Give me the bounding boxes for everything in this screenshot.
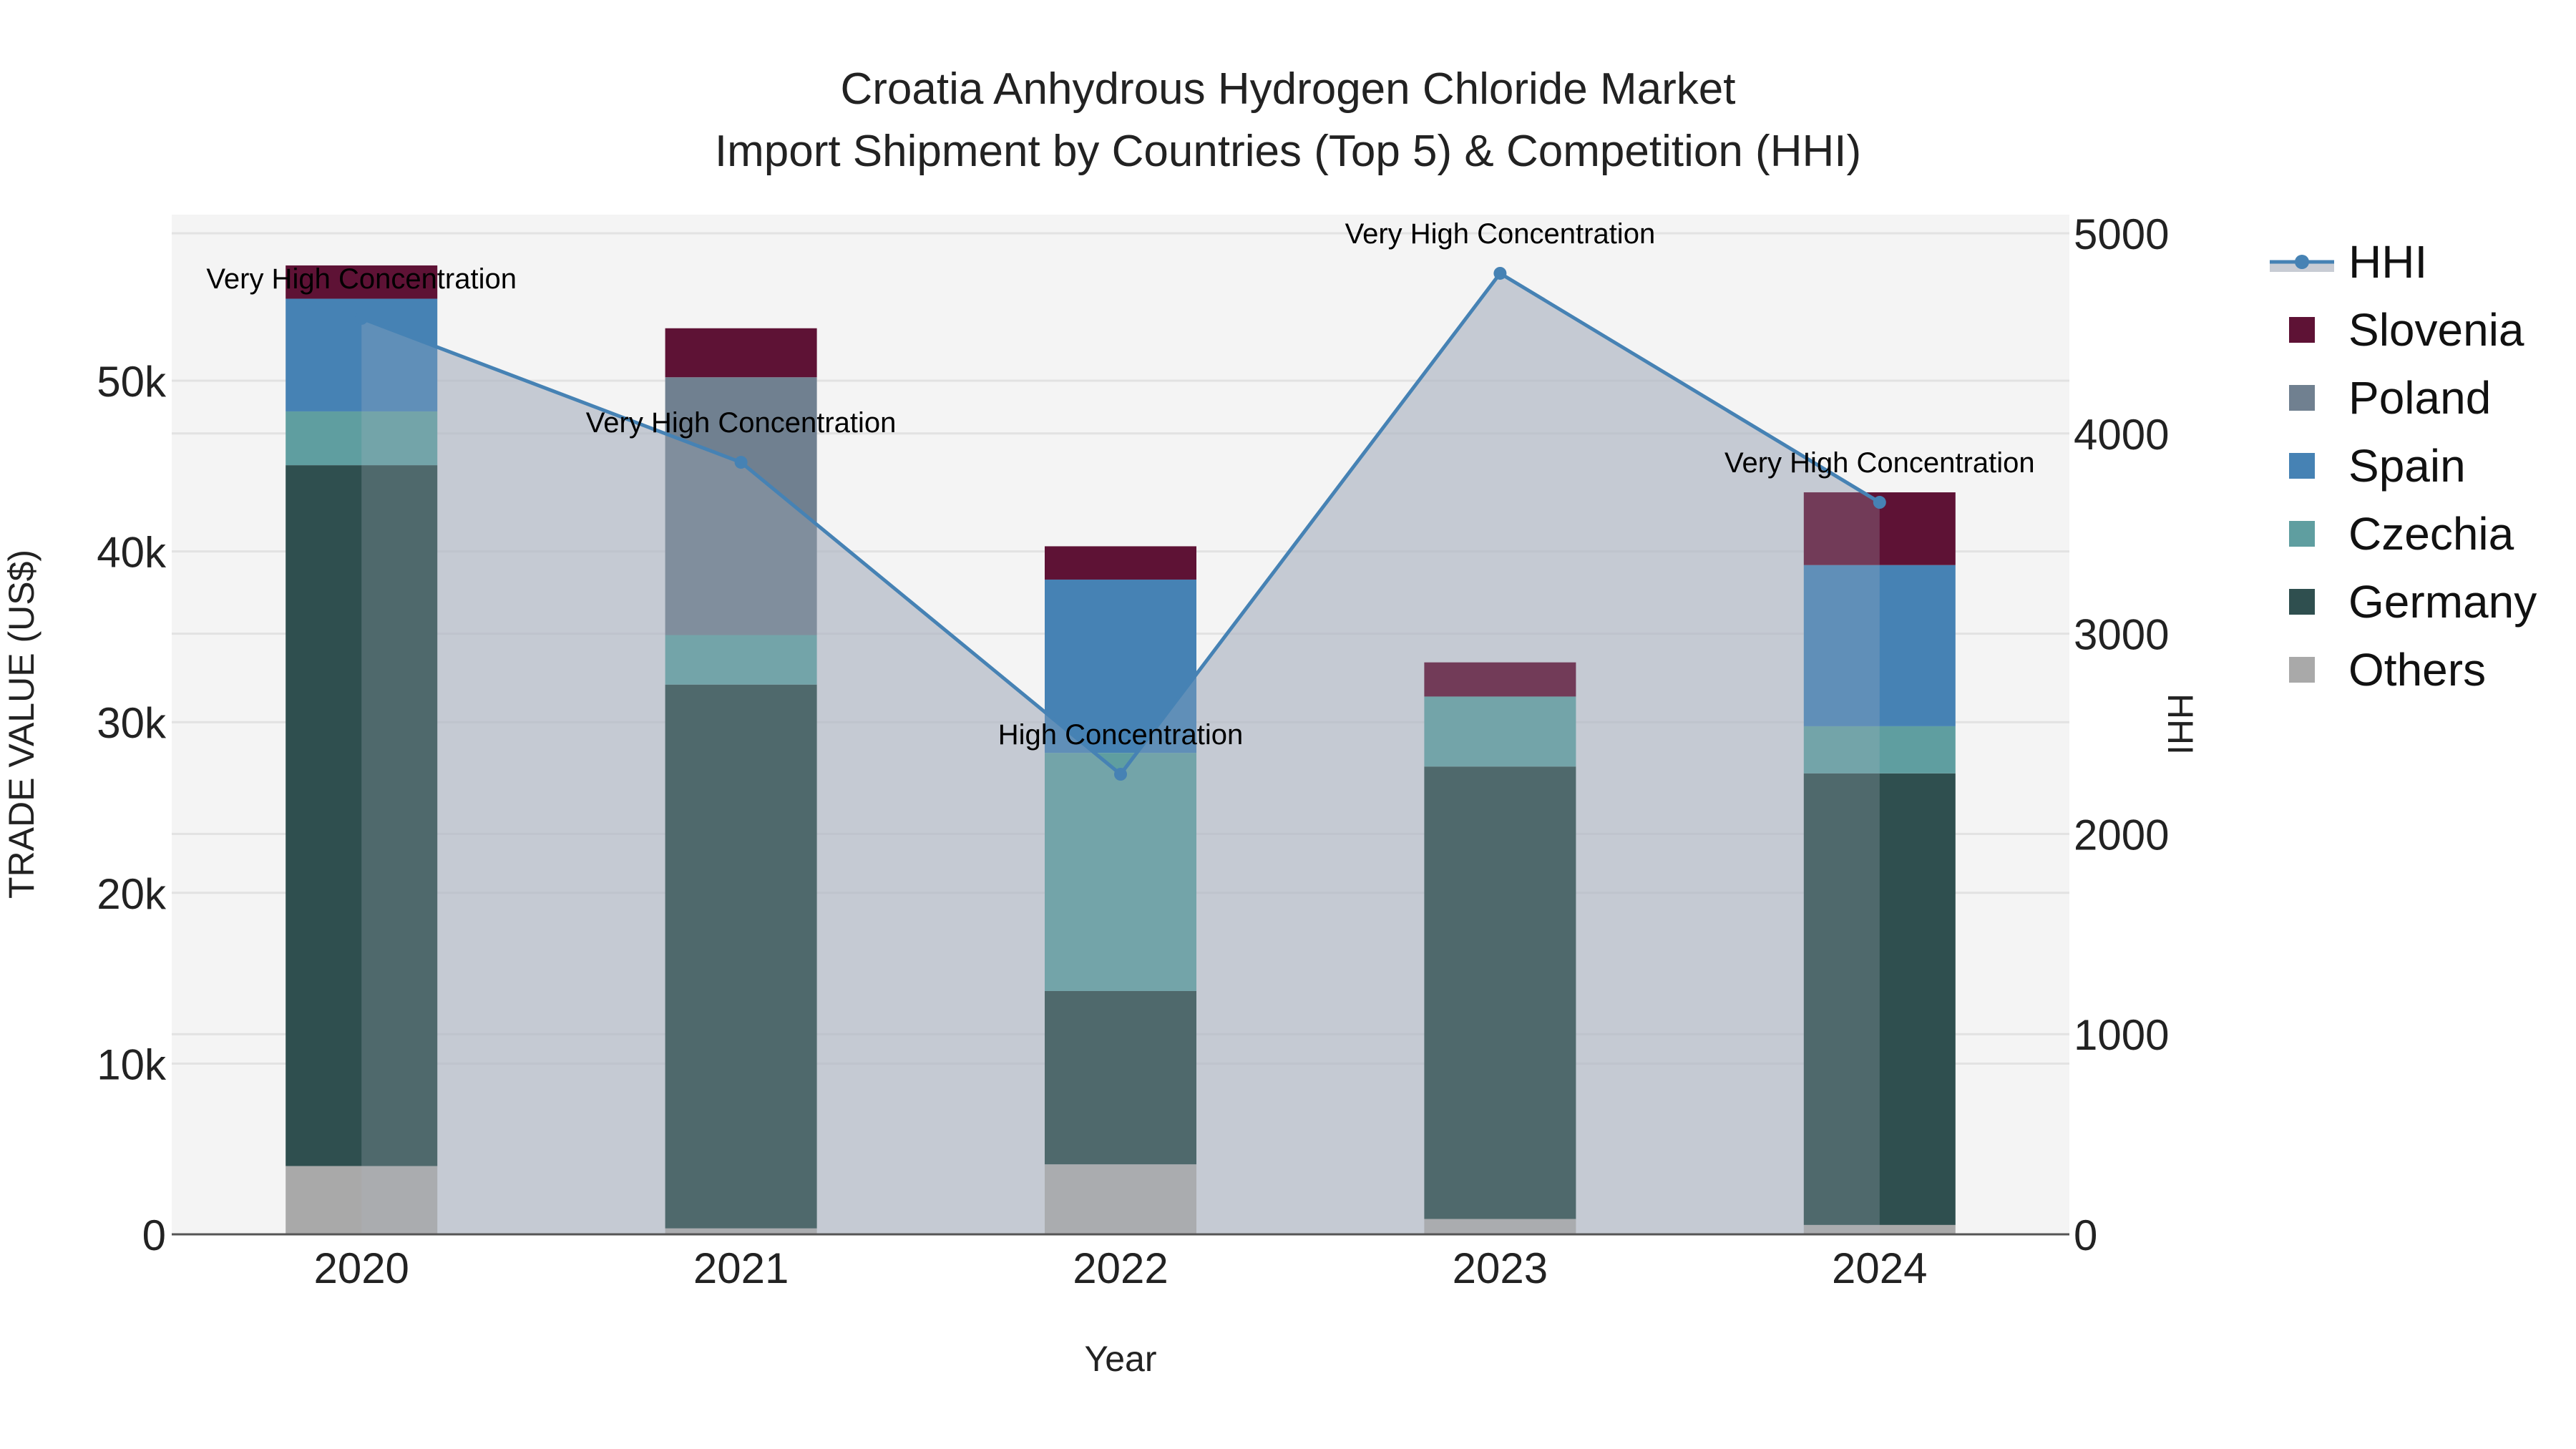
- bar-segment-germany-2020: [286, 465, 438, 1166]
- hhi-annotation-2021: Very High Concentration: [586, 407, 897, 439]
- y-left-tick: 50k: [97, 358, 167, 406]
- legend-swatch-icon: [2289, 521, 2315, 547]
- legend-swatch-icon: [2289, 657, 2315, 683]
- hhi-line: [355, 266, 1886, 781]
- bar-segment-czechia-2022: [1045, 753, 1196, 991]
- legend-item-spain[interactable]: Spain: [2289, 440, 2466, 492]
- legend-label: Poland: [2348, 372, 2491, 424]
- y-right-axis-title: HHI: [2160, 693, 2200, 755]
- hhi-annotation-2024: Very High Concentration: [1724, 447, 2035, 479]
- bar-segment-czechia-2021: [665, 635, 817, 685]
- x-tick-2024: 2024: [1832, 1244, 1927, 1292]
- y-left-tick: 30k: [97, 699, 167, 747]
- chart-title-line1: Croatia Anhydrous Hydrogen Chloride Mark…: [841, 64, 1736, 114]
- bar-segment-slovenia-2022: [1045, 546, 1196, 580]
- hhi-area-overlay: [361, 273, 1880, 1235]
- legend-swatch-icon: [2289, 317, 2315, 343]
- x-tick-2020: 2020: [313, 1244, 409, 1292]
- legend-item-slovenia[interactable]: Slovenia: [2289, 304, 2524, 356]
- bar-segment-germany-2023: [1424, 766, 1576, 1219]
- y-left-axis-title: TRADE VALUE (US$): [1, 550, 42, 899]
- x-tick-2023: 2023: [1453, 1244, 1548, 1292]
- y-right-tick: 0: [2074, 1211, 2097, 1259]
- legend-item-germany[interactable]: Germany: [2289, 576, 2537, 628]
- bar-segment-slovenia-2020: [286, 265, 438, 299]
- legend-swatch-icon: [2289, 453, 2315, 479]
- y-left-tick: 0: [142, 1211, 166, 1259]
- legend-label: Spain: [2348, 440, 2466, 492]
- legend-swatch-icon: [2289, 589, 2315, 615]
- legend-label: Germany: [2348, 576, 2537, 628]
- bar-segment-germany-2024: [1803, 773, 1956, 1225]
- hhi-marker-2022: [1114, 768, 1127, 781]
- stacked-bars: [286, 265, 1956, 1235]
- hhi-marker-2024: [1873, 496, 1886, 509]
- hhi-annotation-2023: Very High Concentration: [1345, 218, 1656, 250]
- bar-segment-spain-2022: [1045, 579, 1196, 753]
- y-right-tick: 2000: [2074, 811, 2169, 859]
- x-tick-2022: 2022: [1073, 1244, 1168, 1292]
- y-right-tick: 3000: [2074, 611, 2169, 659]
- legend-hhi-marker-icon: [2295, 255, 2309, 269]
- bar-segment-slovenia-2021: [665, 328, 817, 378]
- x-tick-2021: 2021: [693, 1244, 789, 1292]
- bar-segment-spain-2024: [1803, 565, 1956, 726]
- x-tick-labels: 2020 2021 2022 2023 2024: [313, 1244, 1927, 1292]
- hhi-marker-2021: [734, 456, 748, 469]
- bar-segment-germany-2021: [665, 684, 817, 1229]
- bar-segment-others-2023: [1424, 1219, 1576, 1234]
- legend-label: Others: [2348, 644, 2486, 696]
- y-left-tick-labels: 0 10k 20k 30k 40k 50k: [97, 358, 167, 1259]
- y-left-tick: 40k: [97, 529, 167, 577]
- bar-segment-czechia-2023: [1424, 696, 1576, 767]
- legend-label: Slovenia: [2348, 304, 2524, 356]
- legend-label: HHI: [2348, 236, 2427, 288]
- hhi-annotation-2022: High Concentration: [998, 719, 1243, 751]
- y-right-tick: 4000: [2074, 411, 2169, 459]
- hhi-annotations: Very High Concentration Very High Concent…: [206, 218, 2034, 751]
- y-left-tick: 10k: [97, 1040, 167, 1088]
- x-axis-title: Year: [1084, 1339, 1156, 1379]
- bar-segment-slovenia-2023: [1424, 662, 1576, 697]
- legend-item-hhi[interactable]: HHI: [2270, 236, 2427, 288]
- legend: HHI Slovenia Poland Spain Czechia Germany Othe…: [2270, 236, 2537, 696]
- bar-segment-czechia-2020: [286, 411, 438, 466]
- y-left-tick: 20k: [97, 870, 167, 918]
- y-right-tick: 5000: [2074, 210, 2169, 258]
- legend-item-others[interactable]: Others: [2289, 644, 2486, 696]
- legend-item-poland[interactable]: Poland: [2289, 372, 2491, 424]
- hhi-marker-2020: [355, 311, 369, 325]
- hhi-marker-2023: [1493, 266, 1507, 280]
- bar-segment-others-2024: [1803, 1224, 1956, 1234]
- y-right-tick-labels: 0 1000 2000 3000 4000 5000: [2074, 210, 2169, 1259]
- legend-item-czechia[interactable]: Czechia: [2289, 508, 2514, 560]
- bar-segment-germany-2022: [1045, 990, 1196, 1165]
- bar-segment-others-2020: [286, 1166, 438, 1234]
- y-right-tick: 1000: [2074, 1011, 2169, 1059]
- legend-label: Czechia: [2348, 508, 2514, 560]
- hhi-annotation-2020: Very High Concentration: [206, 263, 517, 295]
- legend-swatch-icon: [2289, 385, 2315, 411]
- bar-segment-others-2022: [1045, 1164, 1196, 1234]
- bar-segment-czechia-2024: [1803, 726, 1956, 774]
- chart-title-line2: Import Shipment by Countries (Top 5) & C…: [715, 127, 1861, 176]
- bar-segment-others-2021: [665, 1228, 817, 1234]
